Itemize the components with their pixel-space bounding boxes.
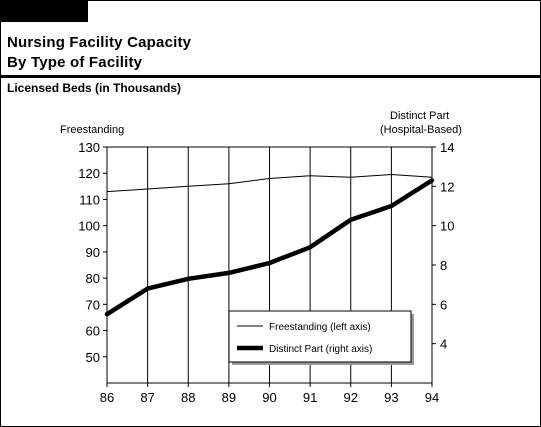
x-tick-label: 93 (384, 390, 398, 405)
right-axis-tick-label: 4 (440, 337, 447, 352)
x-tick-label: 92 (344, 390, 358, 405)
x-tick-label: 89 (222, 390, 236, 405)
legend-distinct-part-label: Distinct Part (right axis) (269, 344, 372, 355)
right-axis-tick-label: 12 (440, 179, 454, 194)
title-line-1: Nursing Facility Capacity (7, 34, 192, 51)
x-tick-label: 91 (303, 390, 317, 405)
right-axis-label-line-2: (Hospital-Based) (380, 124, 462, 136)
left-axis-tick-label: 70 (86, 297, 100, 312)
x-tick-label: 88 (181, 390, 195, 405)
right-axis-tick-label: 14 (440, 140, 454, 155)
chart-title: Nursing Facility Capacity By Type of Fac… (7, 33, 191, 73)
left-axis-tick-label: 90 (86, 245, 100, 260)
right-axis-label-line-1: Distinct Part (390, 110, 449, 122)
x-tick-label: 87 (140, 390, 154, 405)
title-line-2: By Type of Facility (7, 54, 143, 71)
distinct-part-series-line (104, 178, 435, 317)
right-axis-tick-label: 8 (440, 258, 447, 273)
left-axis-tick-label: 50 (86, 350, 100, 365)
left-axis-tick-label: 110 (79, 192, 100, 207)
left-axis-tick-label: 120 (78, 166, 100, 181)
x-tick-label: 90 (262, 390, 276, 405)
legend-freestanding-label: Freestanding (left axis) (269, 322, 371, 333)
left-axis-tick-label: 60 (86, 324, 100, 339)
x-tick-label: 94 (425, 390, 439, 405)
left-axis-tick-label: 100 (78, 219, 100, 234)
left-axis-label: Freestanding (60, 124, 124, 136)
legend-box (228, 310, 412, 363)
right-axis-tick-label: 10 (440, 219, 454, 234)
header-tab-block (0, 0, 88, 22)
x-tick-label: 86 (100, 390, 114, 405)
left-axis-tick-label: 80 (86, 271, 100, 286)
title-rule (0, 75, 541, 78)
chart-subtitle: Licensed Beds (in Thousands) (7, 81, 182, 95)
freestanding-series-line (106, 174, 433, 193)
left-axis-tick-label: 130 (78, 140, 100, 155)
right-axis-tick-label: 6 (440, 297, 447, 312)
